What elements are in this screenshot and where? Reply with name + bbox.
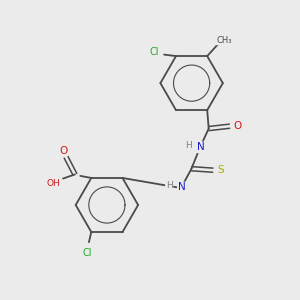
Text: H: H	[185, 141, 192, 150]
Text: O: O	[59, 146, 67, 156]
Text: Cl: Cl	[150, 47, 159, 57]
Text: H: H	[166, 181, 172, 190]
Text: OH: OH	[46, 179, 60, 188]
Text: S: S	[218, 165, 224, 175]
Text: N: N	[196, 142, 204, 152]
Text: CH₃: CH₃	[216, 35, 232, 44]
Text: Cl: Cl	[83, 248, 92, 258]
Text: O: O	[234, 121, 242, 131]
Text: N: N	[178, 182, 185, 192]
